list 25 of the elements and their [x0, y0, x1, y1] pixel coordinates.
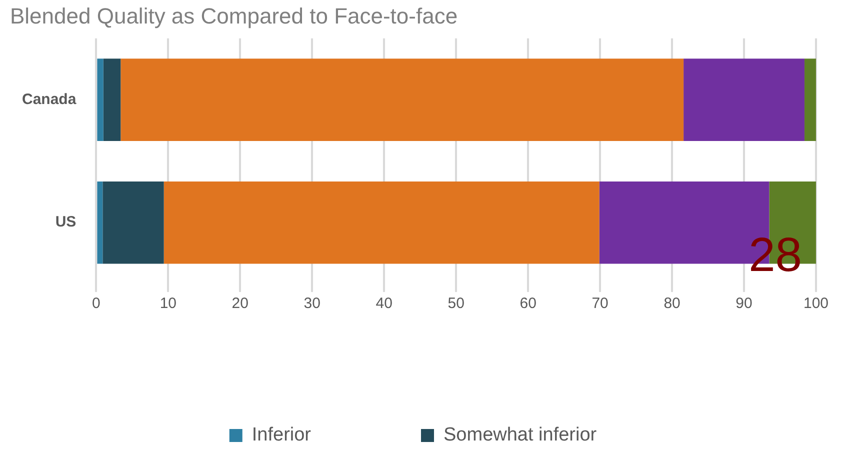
x-tick-label: 50 — [448, 295, 464, 312]
x-tick-label: 20 — [232, 295, 248, 312]
bar — [97, 181, 103, 264]
legend-label: Somewhat inferior — [444, 424, 598, 446]
x-tick-label: 30 — [304, 295, 320, 312]
bar — [164, 181, 600, 264]
x-tick-label: 70 — [592, 295, 608, 312]
x-tick-label: 40 — [376, 295, 392, 312]
legend-label: Inferior — [252, 424, 312, 446]
x-tick-label: 80 — [664, 295, 680, 312]
x-tick-label: 60 — [520, 295, 536, 312]
annotation: 28 — [748, 229, 802, 282]
x-tick-label: 10 — [160, 295, 177, 312]
y-tick-label: US — [55, 214, 76, 231]
bar — [102, 181, 164, 264]
x-tick-label: 0 — [92, 295, 100, 312]
bar — [103, 58, 121, 141]
bar — [684, 58, 804, 141]
x-tick-label: 90 — [736, 295, 752, 312]
chart-title: Blended Quality as Compared to Face-to-face — [10, 3, 458, 28]
y-tick-label: Canada — [22, 90, 77, 108]
x-tick-label: 100 — [803, 295, 829, 312]
bar — [804, 58, 816, 141]
bar — [120, 58, 684, 141]
bar — [97, 58, 104, 141]
